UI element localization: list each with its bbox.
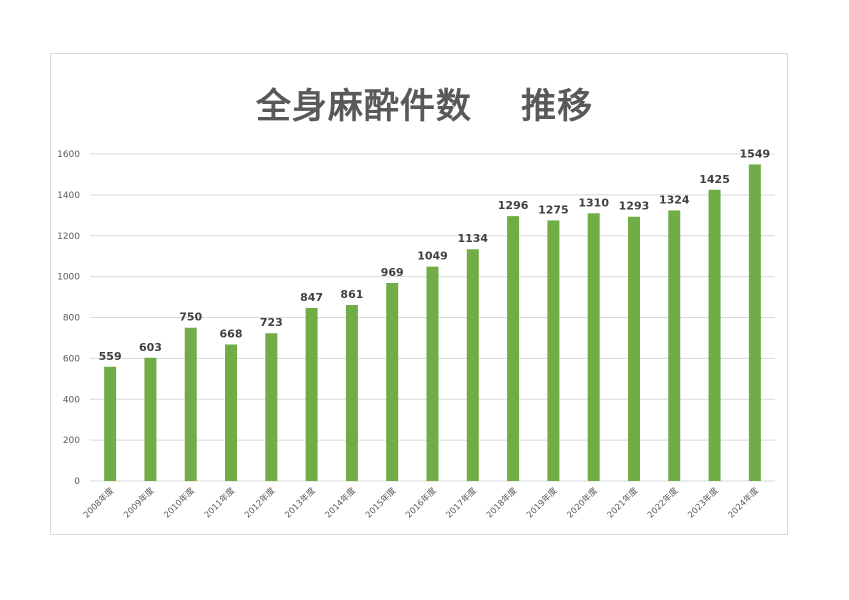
data-label: 1296: [498, 199, 529, 212]
data-label: 847: [300, 291, 323, 304]
bars: [104, 164, 761, 482]
bar: [386, 282, 399, 481]
x-axis-labels: 2008年度 2009年度 2010年度 2011年度 2012年度 2013年度 2014…: [81, 485, 761, 520]
y-tick-label: 600: [63, 354, 80, 364]
x-tick-label: 2012年度: [242, 485, 277, 520]
x-tick-label: 2008年度: [81, 485, 116, 520]
bar: [144, 357, 157, 481]
bar: [184, 327, 197, 481]
y-tick-label: 1200: [57, 232, 80, 242]
bar: [104, 366, 117, 481]
bar: [225, 344, 238, 481]
data-label: 1134: [457, 232, 488, 245]
y-tick-label: 1600: [57, 150, 80, 160]
data-label: 1275: [538, 203, 569, 216]
bar: [587, 213, 600, 482]
x-tick-label: 2014年度: [323, 485, 358, 520]
y-tick-label: 200: [63, 436, 80, 446]
x-tick-label: 2013年度: [283, 485, 318, 520]
bar: [345, 305, 358, 481]
y-tick-label: 0: [74, 477, 80, 487]
bar: [305, 307, 318, 481]
x-tick-label: 2020年度: [565, 485, 600, 520]
data-label: 1049: [417, 250, 448, 263]
x-tick-label: 2011年度: [202, 485, 237, 520]
x-tick-label: 2019年度: [524, 485, 559, 520]
x-tick-label: 2024年度: [726, 485, 761, 520]
bar: [547, 220, 560, 481]
data-label: 559: [99, 350, 122, 363]
data-label: 668: [220, 327, 243, 340]
data-label: 1549: [740, 147, 771, 160]
bar: [466, 249, 479, 481]
data-label: 861: [340, 288, 363, 301]
x-tick-label: 2023年度: [686, 485, 721, 520]
data-label: 603: [139, 341, 162, 354]
x-tick-label: 2009年度: [121, 485, 156, 520]
chart-title: 全身麻酔件数 推移: [255, 87, 594, 127]
x-tick-label: 2017年度: [444, 485, 479, 520]
x-tick-label: 2018年度: [484, 485, 519, 520]
data-label: 1425: [699, 173, 730, 186]
data-label: 1293: [619, 200, 650, 213]
bar: [668, 210, 681, 481]
bar: [265, 333, 278, 481]
x-tick-label: 2021年度: [605, 485, 640, 520]
data-label: 750: [179, 311, 202, 324]
x-tick-label: 2010年度: [162, 485, 197, 520]
y-tick-label: 800: [63, 314, 80, 324]
data-label: 1310: [578, 196, 609, 209]
y-tick-label: 400: [63, 395, 80, 405]
x-tick-label: 2016年度: [404, 485, 439, 520]
bar: [748, 164, 761, 481]
bar: [507, 216, 520, 481]
x-tick-label: 2015年度: [363, 485, 398, 520]
y-tick-label: 1400: [57, 191, 80, 201]
y-axis-ticks: 0 200 400 600 800 1000 1200 1400 1600: [57, 150, 80, 487]
y-tick-label: 1000: [57, 273, 80, 283]
bar: [627, 216, 640, 482]
data-label: 723: [260, 316, 283, 329]
x-tick-label: 2022年度: [645, 485, 680, 520]
chart-frame: [50, 53, 788, 535]
bar: [426, 266, 439, 481]
data-labels: 559 603 750 668 723 847 861 969 1049 1134 1296 1275…: [99, 147, 771, 362]
data-label: 1324: [659, 193, 690, 206]
bar: [708, 189, 721, 481]
data-label: 969: [381, 266, 404, 279]
